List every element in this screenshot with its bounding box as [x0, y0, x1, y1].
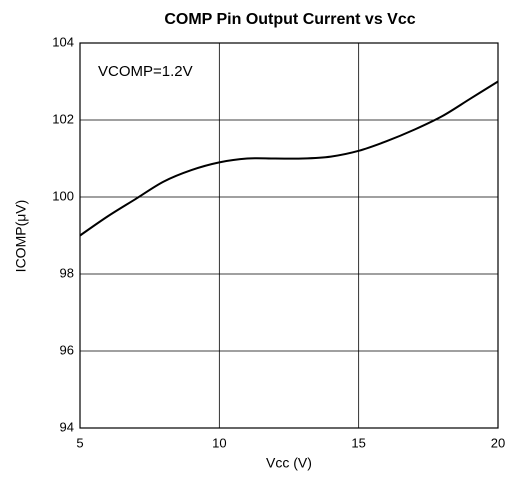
x-tick-label: 15 [351, 435, 365, 450]
y-tick-label: 102 [52, 111, 74, 126]
y-tick-label: 94 [60, 419, 74, 434]
y-tick-label: 100 [52, 188, 74, 203]
x-tick-label: 10 [212, 435, 226, 450]
data-line [79, 80, 499, 237]
x-axis-label: Vcc (V) [266, 455, 312, 471]
plot-frame [79, 42, 499, 429]
annotation: VCOMP=1.2V [98, 63, 193, 80]
y-tick-label: 96 [60, 342, 74, 357]
chart-title: COMP Pin Output Current vs Vcc [164, 11, 415, 28]
x-tick-label: 5 [76, 435, 83, 450]
x-tick-label: 20 [491, 435, 505, 450]
y-tick-label: 104 [52, 34, 74, 49]
y-axis-label: ICOMP(μV) [13, 200, 29, 273]
annotation-bg [86, 57, 208, 85]
y-tick-label: 98 [60, 265, 74, 280]
